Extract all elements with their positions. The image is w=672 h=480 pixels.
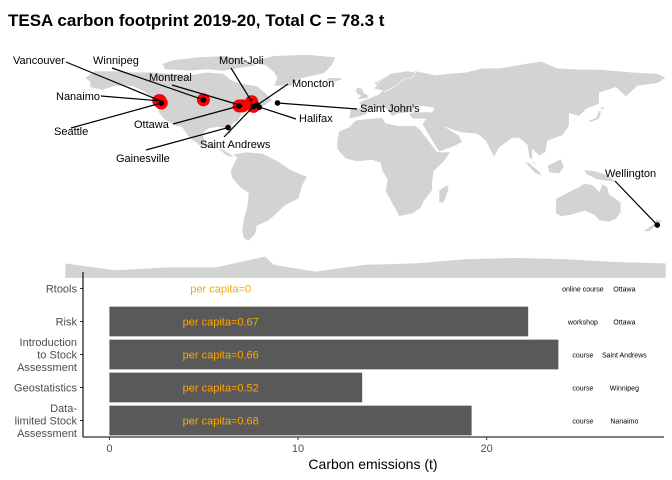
- format-label-rtools: online course: [562, 287, 604, 294]
- y-tick-label-geostatistics: Geostatistics: [14, 383, 77, 395]
- bar-chart: per capita=0 per capita=0.67 per capita=0.…: [14, 272, 664, 472]
- city-label-halifax: Halifax: [299, 113, 333, 125]
- format-label-introduction-to-stock-assessment: course: [572, 353, 593, 360]
- bar-data-limited-stock-assessment: [109, 405, 472, 436]
- city-label-nanaimo: Nanaimo: [56, 91, 100, 103]
- leader-ottawa: [172, 105, 240, 125]
- y-tick-label-line: Data-: [50, 403, 77, 415]
- x-tick-label-0: 0: [106, 443, 112, 455]
- per-capita-label-risk: per capita=0.67: [183, 317, 259, 329]
- leader-saint-andrews: [223, 106, 254, 138]
- land-greenland: [248, 54, 336, 87]
- leader-montreal: [171, 84, 243, 107]
- leader-mont-joli: [230, 67, 253, 102]
- location-label-geostatistics: Winnipeg: [610, 386, 639, 393]
- per-capita-label-geostatistics: per capita=0.52: [183, 383, 259, 395]
- city-label-wellington: Wellington: [605, 168, 656, 180]
- city-label-seattle: Seattle: [54, 126, 88, 138]
- land-australia: [555, 183, 622, 223]
- city-label-moncton: Moncton: [292, 78, 334, 90]
- label-leader-lines: [65, 61, 658, 226]
- location-label-rtools: Ottawa: [613, 287, 635, 294]
- location-label-risk: Ottawa: [613, 320, 635, 327]
- y-tick-label-risk: Risk: [56, 317, 78, 329]
- leader-halifax: [259, 106, 297, 120]
- land-south-america: [229, 151, 308, 242]
- city-labels: Vancouver Nanaimo Seattle Winnipeg Montreal O…: [13, 55, 656, 180]
- land-masses: [64, 54, 667, 279]
- land-borneo: [547, 158, 565, 175]
- land-new-zealand: [641, 218, 664, 232]
- leader-moncton: [256, 83, 289, 106]
- y-tick-label-line: Assessment: [17, 362, 77, 374]
- land-new-guinea: [583, 169, 618, 183]
- land-antarctica: [64, 255, 667, 279]
- course-annotations: online course Ottawa workshop Ottawa course S…: [562, 287, 647, 426]
- bars: [109, 306, 559, 436]
- leader-saint-john-s: [277, 102, 358, 110]
- leader-wellington: [614, 180, 658, 226]
- y-tick-label-rtools: Rtools: [46, 284, 78, 296]
- city-label-gainesville: Gainesville: [116, 153, 170, 165]
- y-tick-label-line: limited Stock: [15, 416, 78, 428]
- city-label-winnipeg: Winnipeg: [93, 55, 139, 67]
- leader-winnipeg: [111, 67, 204, 101]
- world-map: Vancouver Nanaimo Seattle Winnipeg Montreal O…: [13, 54, 667, 279]
- y-tick-label-introduction-to-stock-assessment: Introduction to Stock Assessment: [17, 337, 77, 374]
- format-label-geostatistics: course: [572, 386, 593, 393]
- x-tick-labels: 0 10 20: [106, 443, 492, 455]
- land-japan: [582, 106, 607, 127]
- city-label-saint-andrews: Saint Andrews: [200, 139, 271, 151]
- format-label-risk: workshop: [567, 320, 598, 327]
- y-tick-label-line: Assessment: [17, 428, 77, 440]
- y-tick-label-line: to Stock: [37, 350, 77, 362]
- format-label-data-limited-stock-assessment: course: [572, 419, 593, 426]
- y-tick-label-line: Rtools: [46, 284, 78, 296]
- bar-introduction-to-stock-assessment: [109, 339, 559, 370]
- x-axis-title: Carbon emissions (t): [308, 456, 437, 472]
- bar-geostatistics: [109, 372, 363, 403]
- y-tick-label-data-limited-stock-assessment: Data-limited Stock Assessment: [15, 403, 78, 440]
- land-sumatra: [523, 160, 544, 178]
- per-capita-label-introduction-to-stock-assessment: per capita=0.66: [183, 350, 259, 362]
- city-label-montreal: Montreal: [149, 72, 192, 84]
- x-tick-label-10: 10: [292, 443, 304, 455]
- city-label-vancouver: Vancouver: [13, 55, 65, 67]
- land-eurasia: [348, 60, 667, 168]
- location-label-introduction-to-stock-assessment: Saint Andrews: [602, 353, 647, 360]
- per-capita-label-rtools: per capita=0: [190, 284, 251, 296]
- y-tick-label-line: Introduction: [20, 337, 77, 349]
- marker-gainesville: [225, 124, 231, 131]
- x-tick-label-20: 20: [481, 443, 493, 455]
- land-madagascar: [438, 184, 450, 203]
- land-british-isles: [355, 86, 370, 101]
- leader-nanaimo: [100, 95, 159, 102]
- land-scandinavia: [373, 70, 417, 92]
- axes: [80, 272, 664, 440]
- location-label-data-limited-stock-assessment: Nanaimo: [610, 419, 638, 426]
- per-capita-label-data-limited-stock-assessment: per capita=0.68: [183, 416, 259, 428]
- leader-seattle: [70, 102, 162, 129]
- chart-title: TESA carbon footprint 2019-20, Total C =…: [8, 11, 385, 30]
- leader-vancouver: [65, 61, 161, 102]
- land-arctic-archipelago: [161, 55, 259, 72]
- leader-gainesville: [145, 126, 229, 151]
- y-tick-label-line: Geostatistics: [14, 383, 77, 395]
- bar-risk: [109, 306, 529, 337]
- city-label-saint-john-s: Saint John's: [360, 103, 420, 115]
- land-iceland: [324, 77, 345, 83]
- city-label-ottawa: Ottawa: [134, 119, 170, 131]
- per-capita-labels: per capita=0 per capita=0.67 per capita=0.…: [183, 284, 259, 428]
- y-tick-label-line: Risk: [56, 317, 78, 329]
- city-label-mont-joli: Mont-Joli: [219, 55, 264, 67]
- land-africa: [336, 117, 452, 217]
